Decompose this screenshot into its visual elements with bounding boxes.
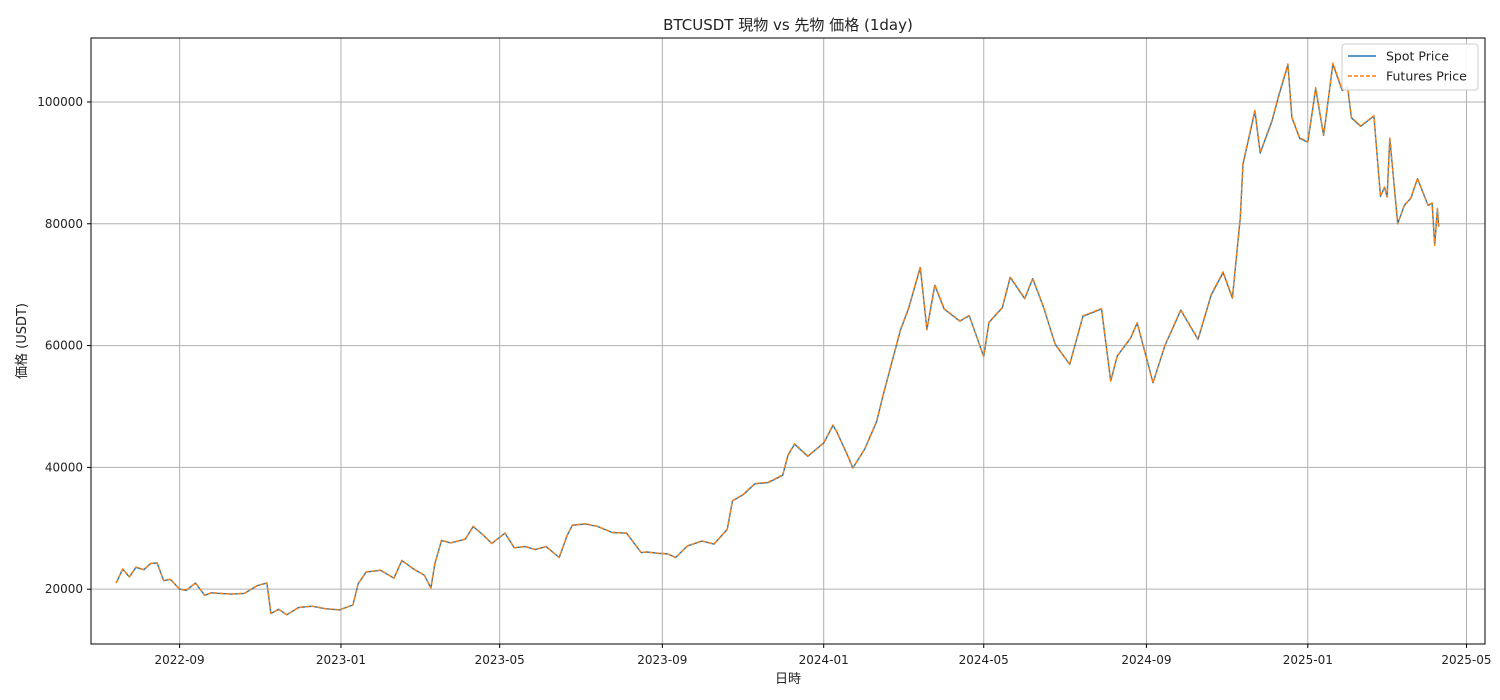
x-tick-label: 2024-05 <box>959 653 1009 667</box>
x-tick-label: 2023-01 <box>316 653 366 667</box>
x-tick-label: 2024-09 <box>1121 653 1171 667</box>
futures-price-line <box>115 62 1440 616</box>
x-tick-label: 2025-01 <box>1283 653 1333 667</box>
x-tick-label: 2023-05 <box>475 653 525 667</box>
axis-ticks: 2022-09 2023-01 2023-05 2023-09 2024-01 2024-… <box>37 95 1491 667</box>
grid <box>91 38 1485 644</box>
chart-title: BTCUSDT 現物 vs 先物 価格 (1day) <box>663 16 913 34</box>
y-tick-label: 20000 <box>45 582 83 596</box>
plot-area-frame <box>90 37 1486 645</box>
y-tick-label: 40000 <box>45 460 83 474</box>
y-axis-title: 価格 (USDT) <box>14 303 30 379</box>
y-tick-label: 80000 <box>45 217 83 231</box>
y-tick-label: 60000 <box>45 339 83 353</box>
x-tick-label: 2025-05 <box>1441 653 1491 667</box>
x-tick-label: 2022-09 <box>155 653 205 667</box>
x-tick-label: 2024-01 <box>799 653 849 667</box>
x-tick-label: 2023-09 <box>637 653 687 667</box>
legend-label-futures: Futures Price <box>1386 69 1467 84</box>
series-layer <box>115 62 1440 616</box>
y-tick-label: 100000 <box>37 95 83 109</box>
legend: Spot Price Futures Price <box>1341 43 1479 91</box>
x-axis-title: 日時 <box>775 672 801 687</box>
legend-label-spot: Spot Price <box>1386 49 1449 64</box>
